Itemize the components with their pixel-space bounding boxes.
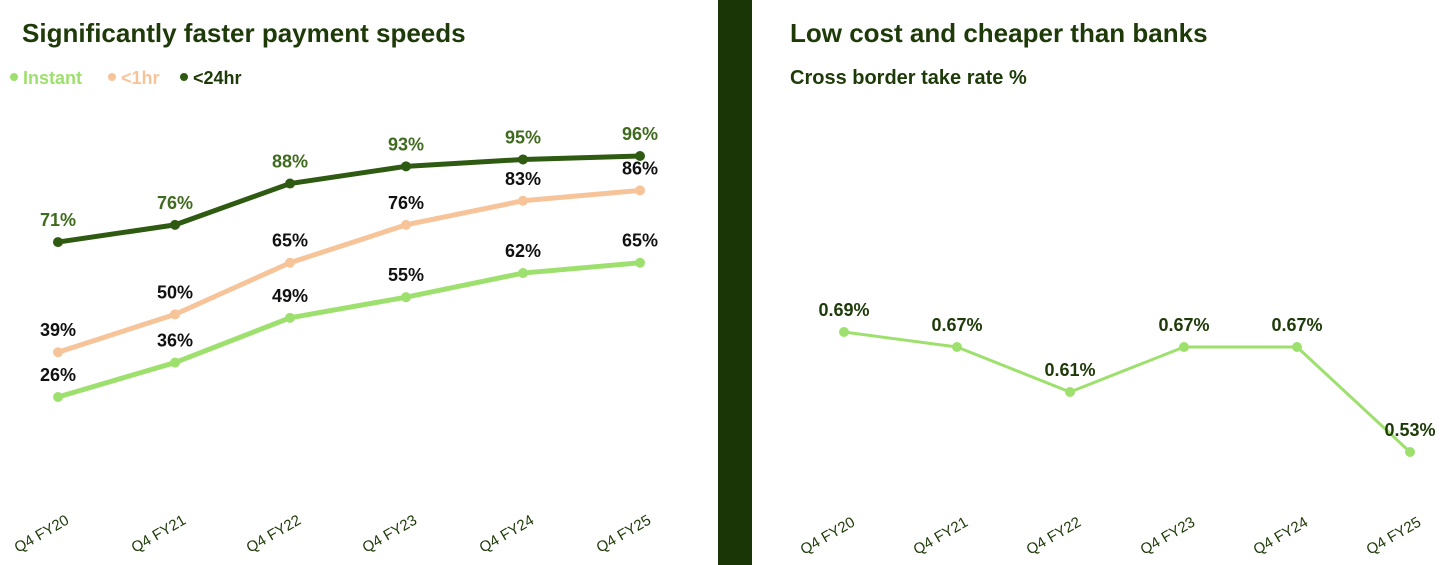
line-under-1hr (55, 187, 643, 355)
left-chart-marks: 26% 36% 49% 55% 62% 65% 39% 50% 65% 76% 83% 86% 71% 7… (12, 124, 659, 556)
label-under-1hr-5: 86% (622, 158, 658, 178)
point-under-1hr-4 (518, 195, 528, 206)
label-under-24hr-2: 88% (272, 152, 308, 172)
right-x-tick-0: Q4 FY20 (798, 514, 858, 559)
point-take-rate-3 (1179, 342, 1189, 352)
point-under-1hr-5 (635, 185, 645, 196)
point-take-rate-2 (1065, 387, 1075, 397)
label-under-1hr-4: 83% (505, 169, 541, 189)
right-chart-subtitle: Cross border take rate % (790, 67, 1027, 89)
left-chart-title: Significantly faster payment speeds (22, 18, 466, 48)
point-under-1hr-1 (170, 309, 180, 320)
line-under-24hr (55, 153, 643, 245)
right-x-tick-2: Q4 FY22 (1024, 514, 1084, 559)
point-take-rate-4 (1292, 342, 1302, 352)
point-instant-1 (170, 357, 180, 368)
point-instant-4 (518, 268, 528, 279)
label-instant-4: 62% (505, 241, 541, 261)
label-take-rate-2: 0.61% (1044, 360, 1095, 380)
point-instant-2 (285, 312, 295, 323)
label-instant-2: 49% (272, 286, 308, 306)
label-take-rate-3: 0.67% (1158, 315, 1209, 335)
legend-under-1hr-marker (108, 73, 116, 81)
label-instant-3: 55% (388, 265, 424, 285)
left-x-tick-0: Q4 FY20 (12, 512, 72, 557)
left-x-tick-1: Q4 FY21 (129, 512, 189, 557)
label-under-24hr-0: 71% (40, 210, 76, 230)
panel-divider-cap (718, 0, 752, 14)
point-instant-5 (635, 257, 645, 268)
point-under-1hr-0 (53, 347, 63, 358)
right-x-tick-4: Q4 FY24 (1251, 514, 1311, 559)
label-under-24hr-3: 93% (388, 134, 424, 154)
point-under-24hr-1 (170, 219, 180, 230)
label-instant-0: 26% (40, 365, 76, 385)
legend-under-24hr-label: <24hr (193, 68, 242, 88)
label-take-rate-5: 0.53% (1384, 420, 1435, 440)
point-take-rate-1 (952, 342, 962, 352)
left-x-tick-3: Q4 FY23 (360, 512, 420, 557)
point-take-rate-5 (1405, 447, 1415, 457)
label-under-24hr-5: 96% (622, 124, 658, 144)
point-under-24hr-3 (401, 161, 411, 172)
left-x-tick-5: Q4 FY25 (594, 512, 654, 557)
point-take-rate-0 (839, 327, 849, 337)
point-instant-3 (401, 292, 411, 303)
right-x-tick-3: Q4 FY23 (1138, 514, 1198, 559)
label-under-1hr-3: 76% (388, 193, 424, 213)
label-under-1hr-0: 39% (40, 320, 76, 340)
point-under-24hr-5 (635, 151, 645, 161)
label-take-rate-0: 0.69% (818, 300, 869, 320)
label-take-rate-1: 0.67% (931, 315, 982, 335)
label-under-24hr-4: 95% (505, 127, 541, 147)
line-take-rate (842, 330, 1412, 454)
point-under-24hr-2 (285, 178, 295, 189)
legend-under-1hr-label: <1hr (121, 68, 160, 88)
label-instant-1: 36% (157, 331, 193, 351)
point-under-1hr-3 (401, 219, 411, 230)
point-under-1hr-2 (285, 257, 295, 268)
legend-instant-label: Instant (23, 68, 82, 88)
line-instant (55, 260, 643, 400)
label-under-1hr-2: 65% (272, 231, 308, 251)
right-x-tick-5: Q4 FY25 (1364, 514, 1424, 559)
left-x-tick-4: Q4 FY24 (477, 512, 537, 557)
legend: Instant <1hr <24hr (10, 68, 242, 88)
legend-instant-marker (10, 73, 18, 81)
point-instant-0 (53, 392, 63, 402)
label-instant-5: 65% (622, 231, 658, 251)
label-under-1hr-1: 50% (157, 282, 193, 302)
label-under-24hr-1: 76% (157, 193, 193, 213)
left-x-tick-2: Q4 FY22 (244, 512, 304, 557)
panel-divider (718, 0, 752, 565)
point-under-24hr-0 (53, 237, 63, 248)
right-chart-title: Low cost and cheaper than banks (790, 18, 1208, 48)
right-chart-marks: 0.69% 0.67% 0.61% 0.67% 0.67% 0.53% Q4 FY20 Q4 … (798, 300, 1436, 558)
point-under-24hr-4 (518, 154, 528, 165)
label-take-rate-4: 0.67% (1271, 315, 1322, 335)
right-x-tick-1: Q4 FY21 (911, 514, 971, 559)
legend-under-24hr-marker (180, 73, 188, 81)
